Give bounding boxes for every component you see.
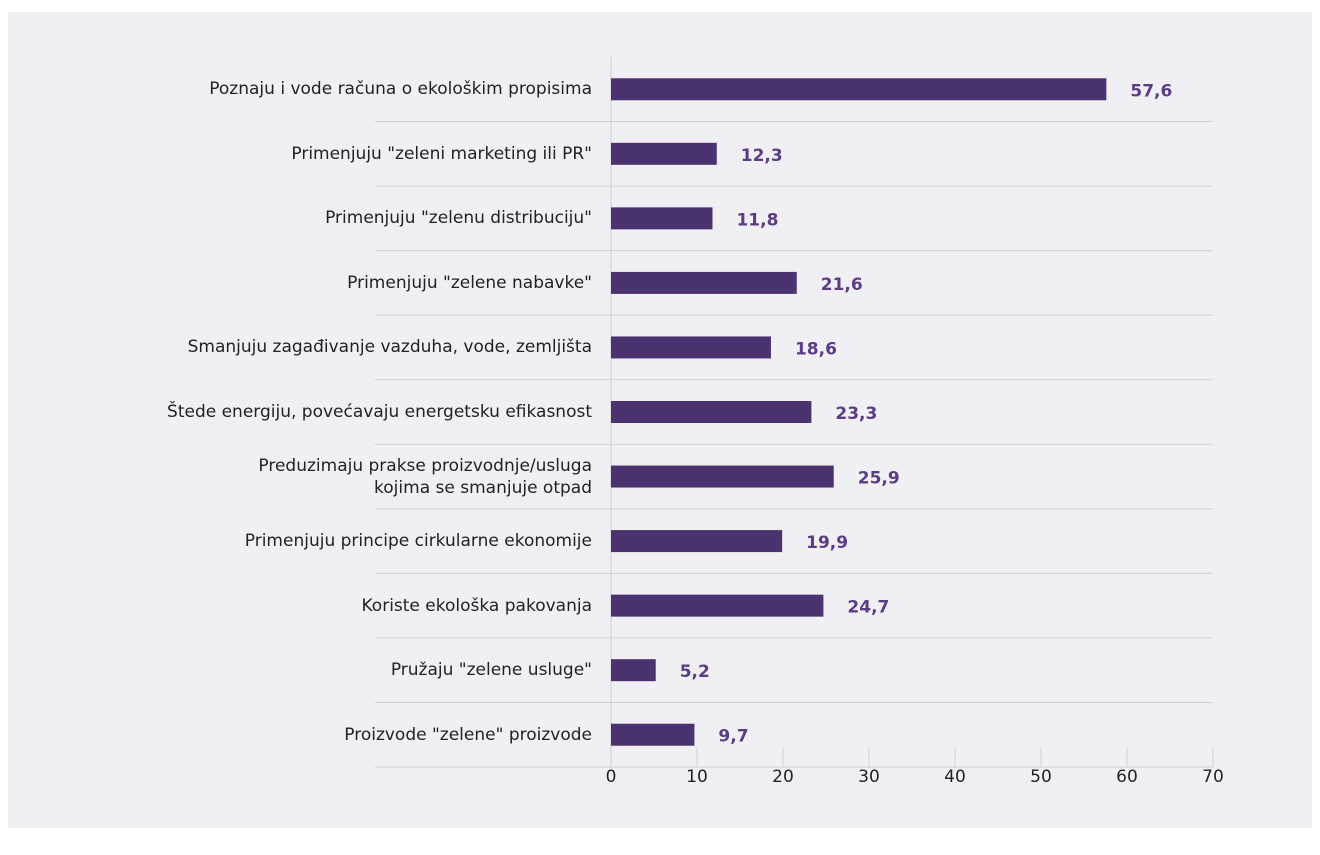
x-tick-label: 50 bbox=[1030, 767, 1052, 787]
value-label: 18,6 bbox=[795, 339, 837, 359]
value-label: 19,9 bbox=[806, 533, 848, 553]
x-tick-label: 40 bbox=[944, 767, 966, 787]
bar bbox=[611, 530, 783, 553]
category-label: Primenjuju principe cirkularne ekonomije bbox=[244, 531, 592, 552]
value-label: 9,7 bbox=[718, 727, 748, 747]
bar bbox=[611, 594, 824, 617]
x-tick-label: 60 bbox=[1116, 767, 1138, 787]
category-label: Primenjuju "zelenu distribuciju" bbox=[325, 208, 592, 229]
value-label: 24,7 bbox=[847, 598, 889, 618]
x-tick-label: 70 bbox=[1202, 767, 1224, 787]
value-label: 12,3 bbox=[741, 146, 783, 166]
x-tick-label: 10 bbox=[686, 767, 708, 787]
bar bbox=[611, 271, 797, 294]
category-label: Primenjuju "zeleni marketing ili PR" bbox=[291, 143, 592, 164]
x-tick-label: 30 bbox=[858, 767, 880, 787]
category-label: Smanjuju zagađivanje vazduha, vode, zeml… bbox=[187, 337, 592, 358]
bar bbox=[611, 659, 656, 682]
bar bbox=[611, 142, 717, 165]
value-label: 21,6 bbox=[821, 275, 863, 295]
x-tick-label: 20 bbox=[772, 767, 794, 787]
bar bbox=[611, 78, 1107, 101]
bar bbox=[611, 465, 834, 488]
category-label: Preduzimaju prakse proizvodnje/usluga ko… bbox=[258, 455, 592, 498]
value-label: 23,3 bbox=[835, 404, 877, 424]
category-label: Proizvode "zelene" proizvode bbox=[344, 724, 592, 745]
bar bbox=[611, 207, 713, 230]
value-label: 57,6 bbox=[1130, 81, 1172, 101]
category-label: Pružaju "zelene usluge" bbox=[390, 660, 592, 681]
bar bbox=[611, 336, 771, 359]
x-tick-label: 0 bbox=[606, 767, 617, 787]
category-label: Poznaju i vode računa o ekološkim propis… bbox=[209, 79, 592, 100]
bar bbox=[611, 401, 812, 423]
value-label: 11,8 bbox=[736, 210, 778, 230]
category-label: Štede energiju, povećavaju energetsku ef… bbox=[167, 402, 592, 422]
category-label: Primenjuju "zelene nabavke" bbox=[347, 272, 592, 293]
value-label: 25,9 bbox=[858, 469, 900, 489]
category-label: Koriste ekološka pakovanja bbox=[361, 595, 593, 616]
value-label: 5,2 bbox=[680, 662, 710, 682]
bar bbox=[611, 723, 695, 746]
